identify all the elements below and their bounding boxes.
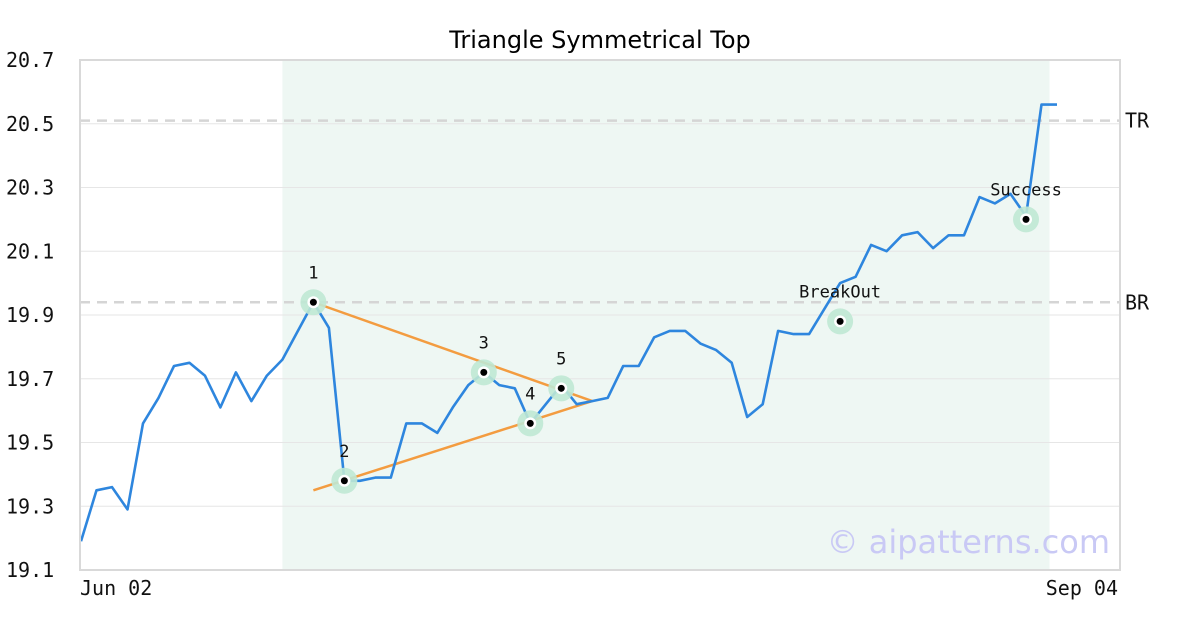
x-tick-start: Jun 02 <box>80 576 152 600</box>
point-marker <box>480 368 488 376</box>
trend-line <box>312 301 593 403</box>
point-label: BreakOut <box>799 282 881 302</box>
y-tick-label: 19.1 <box>6 558 54 582</box>
point-label: 3 <box>479 333 489 353</box>
y-tick-label: 19.7 <box>6 367 54 391</box>
y-tick-label: 19.3 <box>6 494 54 518</box>
trend-lines <box>312 301 593 492</box>
point-marker <box>309 298 317 306</box>
y-tick-label: 20.7 <box>6 48 54 72</box>
point-marker <box>836 317 844 325</box>
y-tick-label: 20.5 <box>6 112 54 136</box>
y-tick-label: 19.9 <box>6 303 54 327</box>
watermark: © aipatterns.com <box>827 523 1110 561</box>
y-tick-label: 20.1 <box>6 239 54 263</box>
y-tick-label: 20.3 <box>6 176 54 200</box>
point-marker <box>1022 215 1030 223</box>
plot-frame <box>79 59 1121 571</box>
point-marker <box>340 477 348 485</box>
reference-line-label: BR <box>1125 290 1150 314</box>
trend-line <box>312 399 593 492</box>
point-label: 2 <box>339 442 349 462</box>
point-label: 1 <box>308 263 318 283</box>
reference-line-label: TR <box>1125 109 1150 133</box>
point-label: 5 <box>556 349 566 369</box>
y-tick-label: 19.5 <box>6 431 54 455</box>
reference-lines: TR BR <box>80 109 1150 314</box>
point-label: 4 <box>525 384 535 404</box>
point-marker <box>526 419 534 427</box>
x-tick-end: Sep 04 <box>1046 576 1118 600</box>
point-label: Success <box>990 180 1062 200</box>
y-axis-ticks: 20.7 20.5 20.3 20.1 19.9 19.7 19.5 19.3 19.1 <box>6 48 54 582</box>
chart-title: Triangle Symmetrical Top <box>448 26 751 54</box>
pattern-points: 1 2 3 4 5 BreakOut Success <box>300 180 1062 494</box>
point-marker <box>557 384 565 392</box>
